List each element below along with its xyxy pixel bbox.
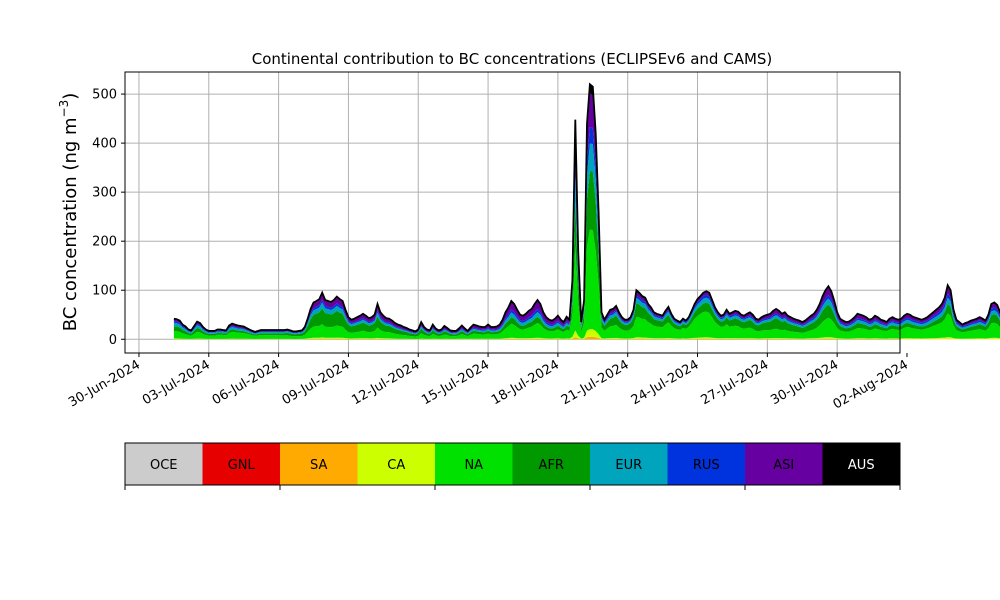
y-axis-label: BC concentration (ng m−3): [57, 93, 81, 332]
legend-swatch-ca: [357, 443, 436, 485]
x-tick-label-7: 21-Jul-2024: [559, 357, 632, 408]
legend-label-gnl: GNL: [228, 458, 256, 473]
legend-swatch-gnl: [202, 443, 281, 485]
legend-label-na: NA: [464, 458, 483, 473]
legend-swatch-rus: [667, 443, 746, 485]
plot-frame: [124, 71, 901, 354]
y-axis-label-main: BC concentration (ng m: [60, 117, 81, 331]
x-tick-label-9: 27-Jul-2024: [699, 357, 772, 408]
legend-swatch-afr: [512, 443, 591, 485]
x-tick-label-1: 03-Jul-2024: [140, 357, 213, 408]
y-tick-label-0: 0: [109, 333, 117, 348]
legend-swatch-aus: [822, 443, 901, 485]
legend-label-ca: CA: [387, 458, 405, 473]
x-tick-label-4: 12-Jul-2024: [349, 357, 422, 408]
legend-swatch-eur: [590, 443, 668, 485]
legend-label-eur: EUR: [615, 458, 642, 473]
legend-colorbar: OCE GNL SA CA NA AFR EUR RUS ASI AUS: [124, 442, 901, 490]
y-tick-label-4: 400: [92, 137, 117, 152]
legend-label-asi: ASI: [773, 458, 794, 473]
legend-swatch-na: [435, 443, 513, 485]
legend-label-rus: RUS: [693, 458, 720, 473]
legend-label-oce: OCE: [150, 458, 178, 473]
y-axis: 0 100 200 300 400 500: [92, 88, 125, 348]
x-tick-label-2: 06-Jul-2024: [210, 357, 283, 408]
x-tick-label-8: 24-Jul-2024: [629, 357, 702, 408]
x-tick-label-0: 30-Jun-2024: [66, 357, 143, 410]
total-line: [173, 82, 1000, 333]
area-afr: [173, 171, 1000, 337]
y-tick-label-3: 300: [92, 186, 117, 201]
area-sa: [173, 336, 1000, 340]
legend-swatch-asi: [745, 443, 823, 485]
x-tick-label-5: 15-Jul-2024: [419, 357, 492, 408]
y-axis-label-sup: −3: [57, 100, 71, 118]
area-na: [173, 229, 1000, 339]
legend-swatch-oce: [125, 443, 203, 485]
legend-swatch-sa: [280, 443, 358, 485]
chart-title: Continental contribution to BC concentra…: [252, 50, 773, 68]
area-ca: [173, 329, 1000, 340]
legend-label-afr: AFR: [539, 458, 564, 473]
x-axis: 30-Jun-202403-Jul-202406-Jul-202409-Jul-…: [66, 353, 911, 413]
legend-frame: [124, 442, 901, 486]
area-eur: [173, 143, 1000, 335]
legend-label-sa: SA: [310, 458, 327, 473]
y-axis-label-close: ): [60, 93, 81, 100]
y-tick-label-1: 100: [92, 284, 117, 299]
legend-label-aus: AUS: [848, 458, 875, 473]
x-tick-label-3: 09-Jul-2024: [280, 357, 353, 408]
x-tick-label-11: 02-Aug-2024: [831, 357, 911, 412]
y-tick-label-2: 200: [92, 235, 117, 250]
y-tick-label-5: 500: [92, 88, 117, 103]
x-tick-label-6: 18-Jul-2024: [489, 357, 562, 408]
